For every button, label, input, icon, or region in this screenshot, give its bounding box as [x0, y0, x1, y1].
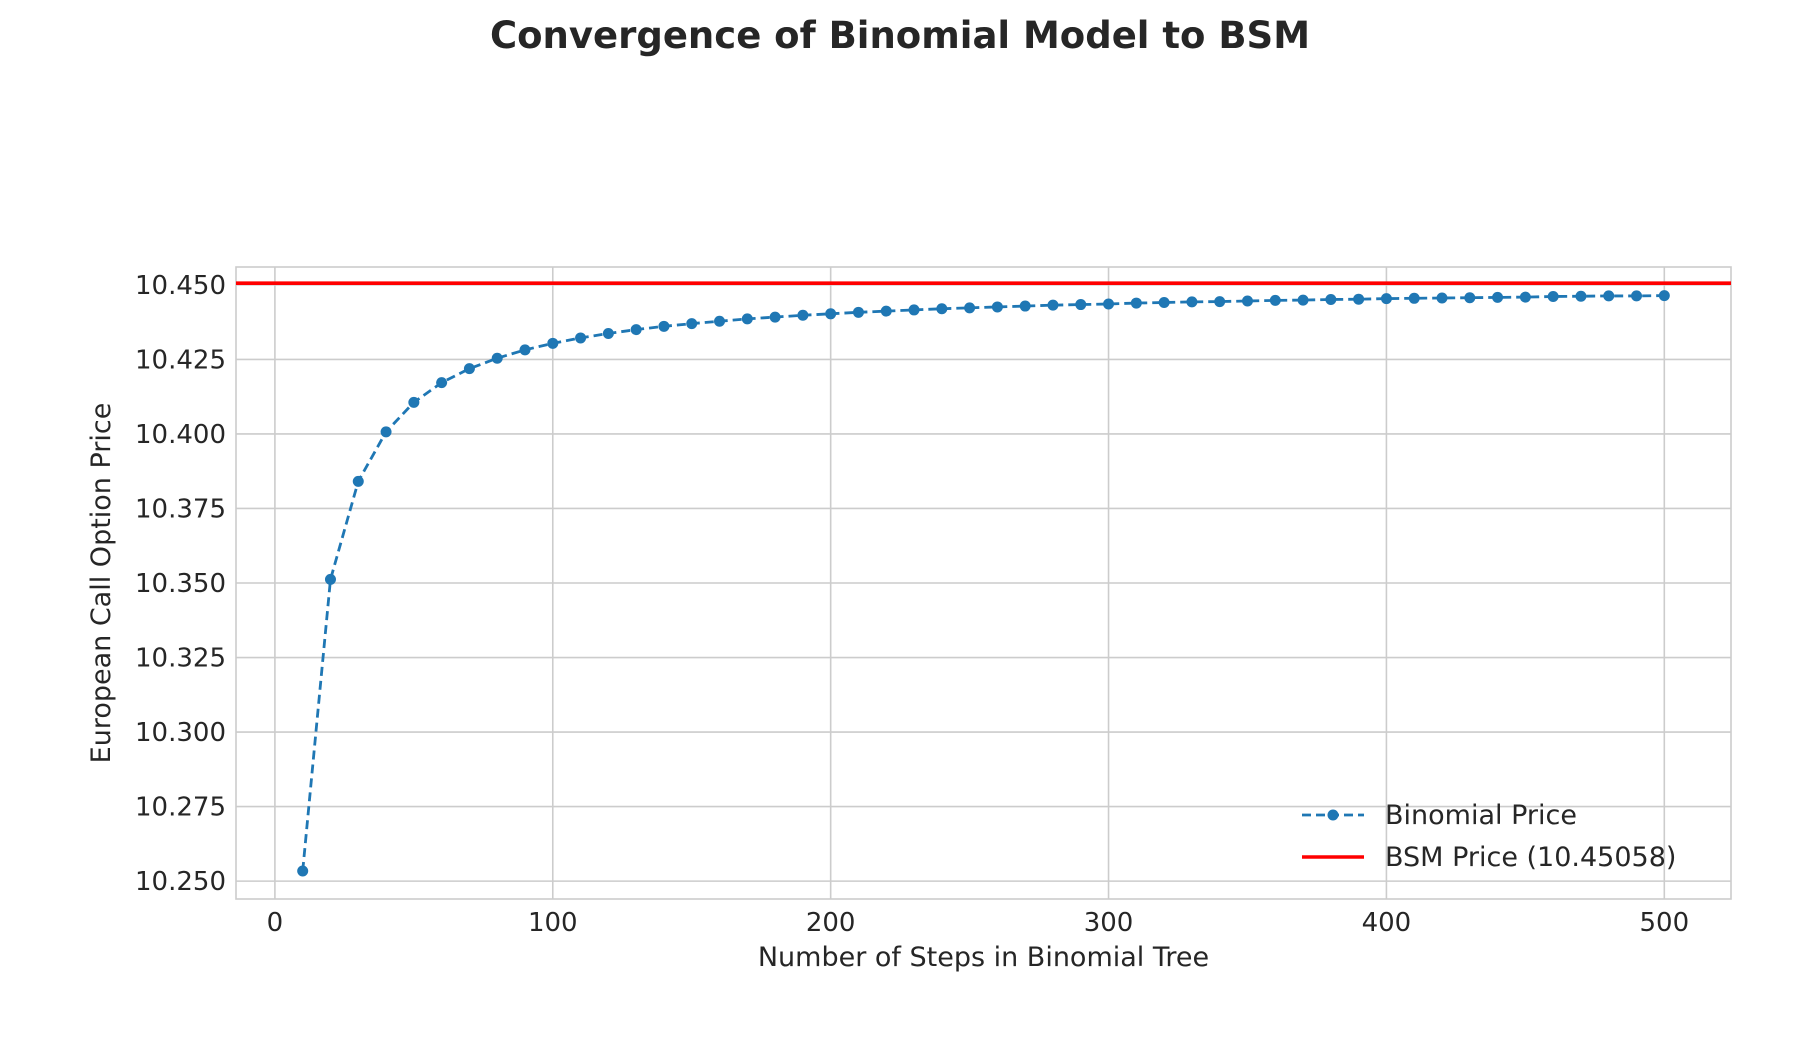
x-tick-label: 500	[1639, 908, 1689, 938]
x-tick-label: 200	[806, 908, 856, 938]
binomial-price-point	[964, 302, 976, 314]
binomial-price-point	[936, 303, 948, 315]
binomial-price-point	[1380, 293, 1392, 305]
binomial-price-point	[1214, 296, 1226, 308]
binomial-price-point	[1603, 290, 1615, 302]
binomial-price-point	[1075, 299, 1087, 311]
binomial-price-point	[380, 426, 392, 438]
binomial-price-point	[1186, 296, 1198, 308]
binomial-price-point	[1297, 294, 1309, 306]
x-axis-label: Number of Steps in Binomial Tree	[758, 942, 1209, 973]
legend: Binomial Price BSM Price (10.45058)	[1302, 800, 1676, 873]
binomial-price-point	[1408, 292, 1420, 304]
binomial-price-point	[686, 318, 698, 330]
binomial-price-point	[1019, 300, 1031, 312]
binomial-price-point	[1492, 291, 1504, 303]
binomial-price-point	[1547, 291, 1559, 303]
legend-bsm-label: BSM Price (10.45058)	[1385, 842, 1676, 873]
binomial-price-point	[436, 377, 448, 389]
binomial-price-point	[1130, 297, 1142, 309]
binomial-price-point	[1436, 292, 1448, 304]
binomial-price-point	[1158, 296, 1170, 308]
binomial-price-point	[463, 363, 475, 375]
y-tick-label: 10.400	[135, 420, 226, 450]
binomial-price-point	[630, 324, 642, 336]
binomial-price-point	[1103, 298, 1115, 310]
binomial-price-point	[1658, 290, 1670, 302]
binomial-price-point	[741, 313, 753, 325]
binomial-price-point	[658, 320, 670, 332]
binomial-price-point	[1269, 294, 1281, 306]
y-tick-label: 10.300	[135, 718, 226, 748]
chart-title: Convergence of Binomial Model to BSM	[489, 14, 1311, 57]
binomial-price-point	[880, 305, 892, 317]
x-tick-label: 100	[528, 908, 578, 938]
y-tick-label: 10.250	[135, 867, 226, 897]
legend-binomial-marker	[1327, 809, 1339, 821]
binomial-price-point	[1464, 292, 1476, 304]
y-tick-label: 10.375	[135, 494, 226, 524]
y-axis-label: European Call Option Price	[86, 403, 117, 764]
series-layer	[236, 281, 1731, 877]
legend-binomial-label: Binomial Price	[1385, 800, 1577, 831]
binomial-price-point	[1241, 295, 1253, 307]
binomial-price-point	[769, 311, 781, 323]
binomial-price-point	[297, 865, 309, 877]
binomial-price-point	[547, 337, 559, 349]
x-tick-label: 300	[1084, 908, 1134, 938]
plot-frame	[235, 266, 1732, 900]
binomial-price-point	[1631, 290, 1643, 302]
binomial-price-point	[1519, 291, 1531, 303]
tick-labels: 0 100 200 300 400 500 10.250 10.275 10.300 10.325…	[135, 271, 1689, 938]
x-tick-label: 400	[1362, 908, 1412, 938]
binomial-price-point	[825, 308, 837, 320]
binomial-price-point	[1325, 293, 1337, 305]
binomial-price-point	[408, 396, 420, 408]
binomial-price-point	[491, 352, 503, 364]
binomial-price-point	[519, 344, 531, 356]
binomial-price-point	[602, 327, 614, 339]
binomial-price-point	[1575, 290, 1587, 302]
binomial-price-point	[1047, 299, 1059, 311]
y-tick-label: 10.350	[135, 569, 226, 599]
binomial-price-point	[797, 309, 809, 321]
binomial-price-point	[991, 301, 1003, 313]
binomial-price-point	[1353, 293, 1365, 305]
binomial-price-point	[352, 475, 364, 487]
y-tick-label: 10.450	[135, 271, 226, 301]
y-tick-label: 10.325	[135, 644, 226, 674]
binomial-price-point	[324, 573, 336, 585]
x-tick-label: 0	[267, 908, 284, 938]
binomial-price-point	[714, 315, 726, 327]
binomial-price-point	[575, 332, 587, 344]
y-tick-label: 10.425	[135, 345, 226, 375]
y-tick-label: 10.275	[135, 793, 226, 823]
binomial-price-point	[908, 304, 920, 316]
binomial-price-point	[852, 306, 864, 318]
